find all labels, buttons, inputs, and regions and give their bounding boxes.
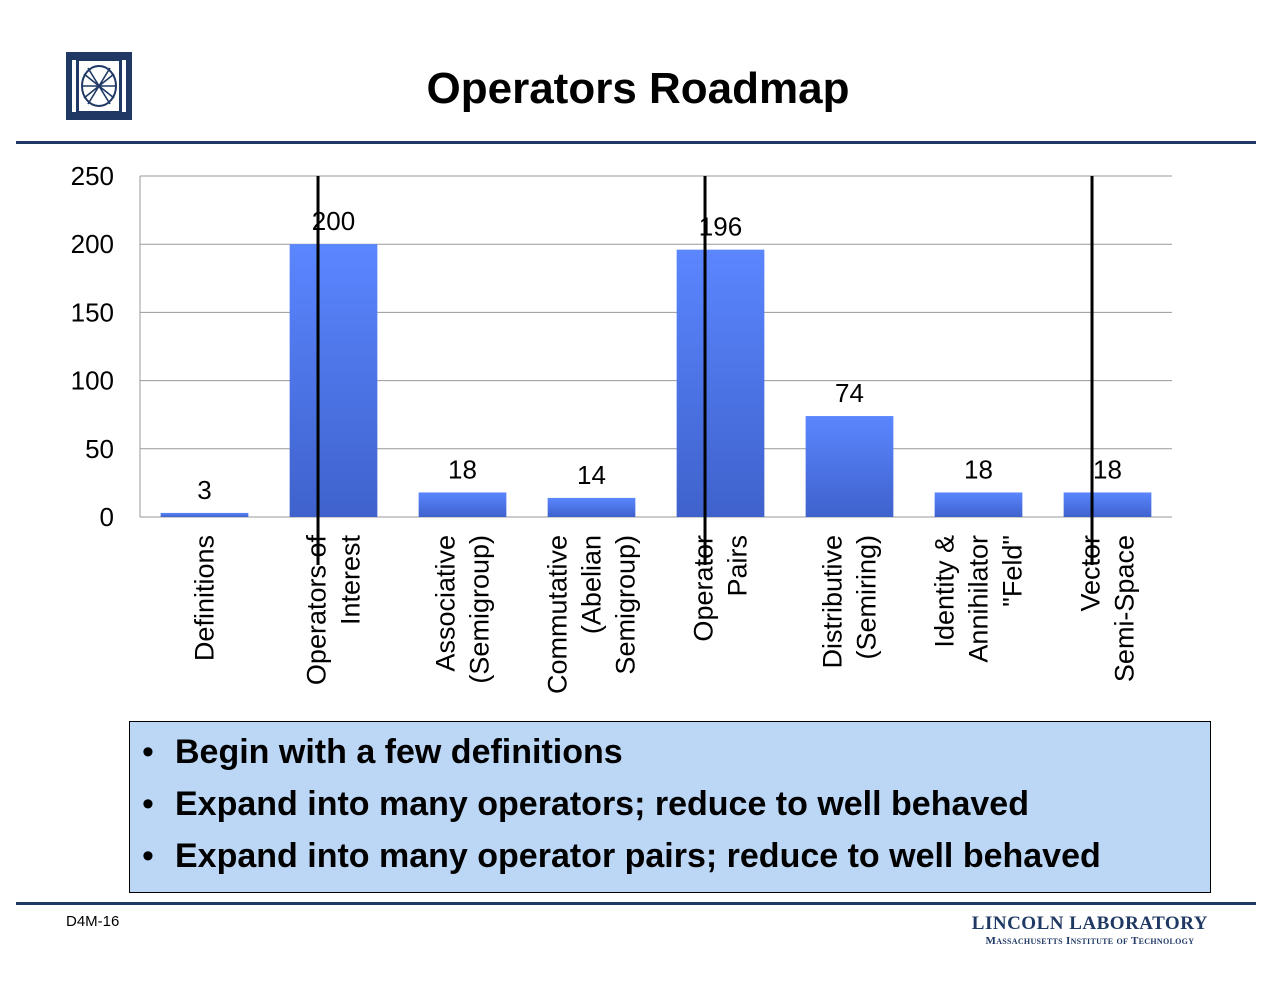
bullet-list: Begin with a few definitions Expand into… (140, 726, 1210, 882)
mit-ll-logo-icon (66, 52, 132, 120)
x-tick-label-line: (Abelian (577, 535, 607, 634)
y-tick-label: 200 (71, 229, 114, 259)
bar (1063, 492, 1152, 517)
header-divider (16, 141, 1256, 144)
bar (805, 416, 894, 517)
x-tick-label-line: Operators of (302, 535, 332, 686)
bar (289, 244, 378, 517)
x-tick-label-line: (Semigroup) (465, 535, 495, 684)
x-tick-label-line: Commutative (543, 535, 573, 694)
x-tick-label: Operators of Interest (302, 535, 366, 686)
page-title: Operators Roadmap (426, 64, 850, 113)
data-label: 74 (835, 378, 864, 408)
x-tick-label: Definitions (190, 535, 220, 661)
x-tick-label-line: Semigroup) (611, 535, 641, 675)
data-label: 18 (448, 454, 477, 484)
x-tick-label-line: Distributive (818, 535, 848, 669)
bullet-item: Begin with a few definitions (140, 726, 1210, 778)
x-tick-label-line: Semi-Space (1110, 535, 1140, 682)
x-tick-label-line: Identity & (930, 535, 960, 648)
y-tick-label: 100 (71, 366, 114, 396)
x-tick-label-line: Definitions (190, 535, 220, 661)
bar (547, 497, 636, 517)
x-tick-label-line: Pairs (723, 535, 753, 597)
data-label: 18 (964, 454, 993, 484)
y-tick-label: 0 (100, 502, 114, 532)
x-tick-label: Commutative (Abelian Semigroup) (543, 535, 641, 694)
slide-number: D4M-16 (66, 913, 120, 930)
x-tick-label-line: (Semiring) (852, 535, 882, 660)
x-tick-label: Associative (Semigroup) (431, 535, 495, 684)
x-tick-label: Distributive (Semiring) (818, 535, 882, 669)
y-tick-label: 150 (71, 297, 114, 327)
y-tick-label: 250 (71, 161, 114, 191)
summary-box: Begin with a few definitions Expand into… (129, 721, 1211, 893)
x-tick-label-line: Interest (336, 535, 366, 626)
x-tick-label-line: Annihilator (964, 535, 994, 663)
x-tick-label: Vector Semi-Space (1076, 535, 1140, 682)
bar (934, 492, 1023, 517)
footer-divider (16, 902, 1256, 905)
data-label: 14 (577, 460, 606, 490)
lab-branding: LINCOLN LABORATORY Massachusetts Institu… (972, 913, 1208, 947)
lab-subtitle: Massachusetts Institute of Technology (985, 935, 1195, 947)
x-tick-label: Operator Pairs (689, 535, 753, 642)
bar (676, 249, 765, 517)
x-tick-label-line: Operator (689, 535, 719, 642)
x-tick-label-line: Vector (1076, 535, 1106, 612)
x-tick-label: Identity & Annihilator "Feld" (930, 535, 1028, 663)
bullet-item: Expand into many operators; reduce to we… (140, 778, 1210, 830)
bar-chart: 0501001502002503Definitions200Operators … (71, 161, 1172, 694)
bar (160, 512, 249, 517)
y-tick-label: 50 (85, 434, 114, 464)
x-tick-label-line: Associative (431, 535, 461, 672)
data-label: 3 (197, 475, 211, 505)
bar (418, 492, 507, 517)
lab-name: LINCOLN LABORATORY (971, 913, 1208, 934)
bullet-item: Expand into many operator pairs; reduce … (140, 830, 1210, 882)
data-label: 18 (1093, 454, 1122, 484)
x-tick-label-line: "Feld" (998, 535, 1028, 607)
